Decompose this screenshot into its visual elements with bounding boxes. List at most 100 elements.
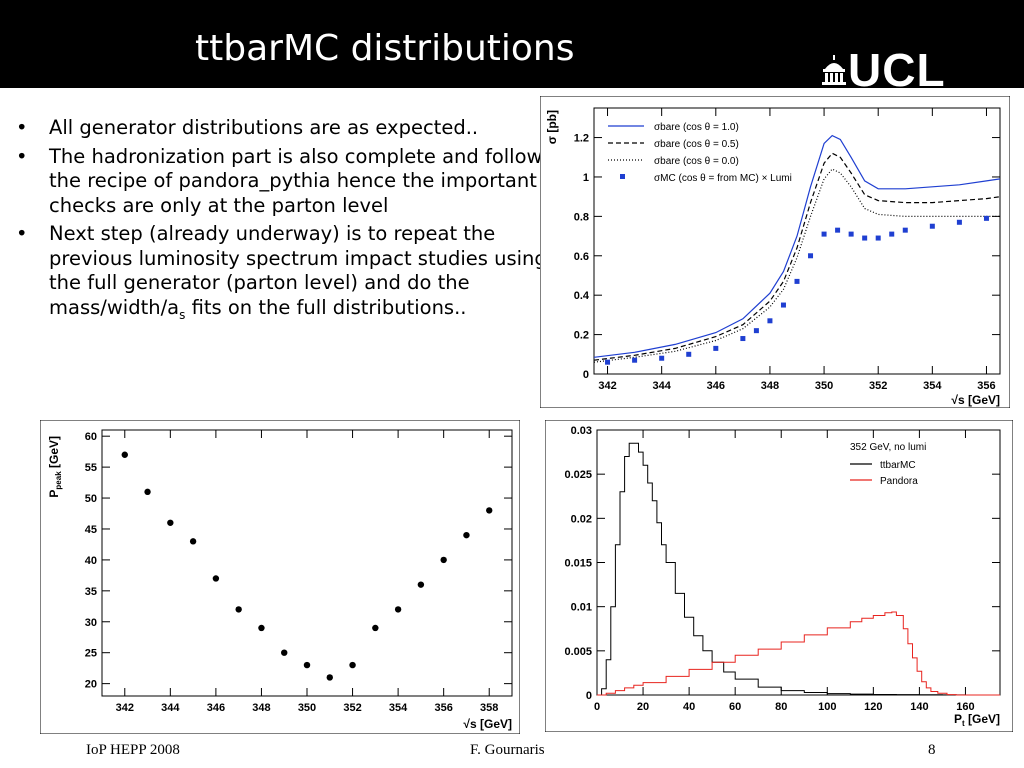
legend-title: 352 GeV, no lumi <box>850 442 926 453</box>
data-point <box>167 519 174 526</box>
data-point <box>303 661 311 669</box>
pt-plot: 0 20 40 60 80 100 120 140 160 0 0.005 0.01 0.015 0.02… <box>545 420 1013 732</box>
plot-canvas-frame <box>40 420 520 734</box>
data-point <box>632 357 638 363</box>
cross-section-plot: 342 344 346 348 350 352 354 356 0 0.2 0.4 0.6 0.8 1 1.… <box>540 96 1010 408</box>
histogram-2 <box>597 611 1000 696</box>
data-point <box>753 328 759 334</box>
bullet-text-part: fits on the full distributions.. <box>185 295 467 319</box>
x-tick-label: 80 <box>775 701 787 713</box>
ucl-logo: UCL <box>822 44 946 96</box>
y-tick-label: 0.025 <box>564 469 592 481</box>
data-point <box>848 231 854 237</box>
data-point <box>983 215 989 221</box>
cross-section-chart: 342 344 346 348 350 352 354 356 0 0.2 0.4 0.6 0.8 1 1.… <box>540 96 1010 408</box>
data-point <box>212 575 220 582</box>
x-tick-label: 344 <box>161 702 180 714</box>
data-point <box>902 227 908 233</box>
y-tick-label: 50 <box>85 493 97 505</box>
x-axis-label: √s [GeV] <box>951 393 1000 407</box>
x-tick-label: 356 <box>434 702 452 714</box>
data-point <box>258 624 265 632</box>
bullet-list: • All generator distributions are as exp… <box>16 116 556 331</box>
y-axis-label: σ [pb] <box>545 110 559 144</box>
data-point <box>875 235 881 241</box>
bullet-dot: • <box>16 222 28 245</box>
data-point <box>889 231 895 237</box>
x-tick-label: 346 <box>707 380 725 392</box>
y-tick-label: 0 <box>583 369 589 381</box>
y-axis-label: Ppeak [GeV] <box>47 436 63 498</box>
x-axis-label: √s [GeV] <box>463 717 512 731</box>
x-tick-label: 344 <box>652 380 671 392</box>
data-point <box>686 351 692 357</box>
slide-title: ttbarMC distributions <box>195 28 575 69</box>
x-tick-label: 356 <box>977 380 995 392</box>
y-tick-label: 1.2 <box>574 133 589 145</box>
y-axis-label-unit: [GeV] <box>47 436 61 471</box>
x-tick-label: 120 <box>864 701 882 713</box>
y-tick-label: 0.2 <box>574 330 589 342</box>
legend-entry: σbare (cos θ = 1.0) <box>654 122 739 133</box>
bullet-item: • All generator distributions are as exp… <box>16 116 556 141</box>
bullet-text: The hadronization part is also complete … <box>49 144 553 217</box>
footer-center: F. Gournaris <box>470 742 545 758</box>
x-tick-label: 140 <box>910 701 928 713</box>
y-tick-label: 35 <box>85 586 97 598</box>
data-point <box>767 318 773 324</box>
data-point <box>659 355 665 361</box>
data-point <box>121 451 128 458</box>
bullet-item: • Next step (already underway) is to rep… <box>16 222 556 327</box>
x-tick-label: 100 <box>818 701 836 713</box>
x-tick-label: 60 <box>729 701 741 713</box>
data-point <box>740 336 746 342</box>
y-tick-label: 30 <box>85 617 97 629</box>
legend-entry: σbare (cos θ = 0.5) <box>654 139 739 150</box>
y-tick-label: 0.8 <box>574 211 589 223</box>
data-point <box>281 649 288 656</box>
data-point <box>235 606 242 613</box>
bullet-text-part: Next step (already underway) is to repea… <box>49 222 547 319</box>
y-tick-label: 55 <box>85 462 97 474</box>
y-tick-label: 60 <box>85 431 97 443</box>
ppeak-chart: 342 344 346 348 350 352 354 356 358 20 25 30 35 40 45 5… <box>40 420 520 734</box>
data-point <box>713 345 719 351</box>
x-tick-label: 342 <box>598 380 616 392</box>
data-point <box>417 581 425 588</box>
y-axis-label-main: P <box>47 490 61 498</box>
data-point <box>440 556 447 564</box>
y-tick-label: 0.4 <box>574 290 590 302</box>
x-tick-label: 352 <box>343 702 361 714</box>
x-tick-label: 348 <box>761 380 779 392</box>
data-point <box>394 606 402 613</box>
x-tick-label: 354 <box>389 702 408 714</box>
y-tick-label: 0.02 <box>571 513 592 525</box>
legend-marker <box>620 174 625 179</box>
x-tick-label: 358 <box>480 702 498 714</box>
bullet-dot: • <box>16 116 28 139</box>
plot-canvas-frame <box>540 96 1010 408</box>
y-tick-label: 0.03 <box>571 425 592 437</box>
x-tick-label: 350 <box>815 380 833 392</box>
x-tick-label: 348 <box>252 702 270 714</box>
y-tick-label: 40 <box>85 555 97 567</box>
x-tick-label: 350 <box>298 702 316 714</box>
x-axis-label-sub: t <box>962 719 965 728</box>
data-point <box>956 219 962 225</box>
bullet-dot: • <box>16 144 28 168</box>
data-point <box>794 278 800 284</box>
data-point <box>808 253 814 259</box>
y-tick-label: 0.005 <box>564 646 592 658</box>
y-tick-label: 25 <box>85 648 97 660</box>
legend-entry: ttbarMC <box>880 460 916 471</box>
y-tick-label: 45 <box>85 524 97 536</box>
y-tick-label: 0.6 <box>574 251 589 263</box>
x-tick-label: 160 <box>956 701 974 713</box>
histogram-1 <box>597 442 1000 696</box>
footer-page-number: 8 <box>928 742 936 758</box>
data-point <box>929 223 935 229</box>
x-axis-label-main: P <box>954 712 962 726</box>
logo-text: UCL <box>848 44 946 96</box>
title-bar <box>0 0 1024 88</box>
data-point <box>486 507 493 514</box>
